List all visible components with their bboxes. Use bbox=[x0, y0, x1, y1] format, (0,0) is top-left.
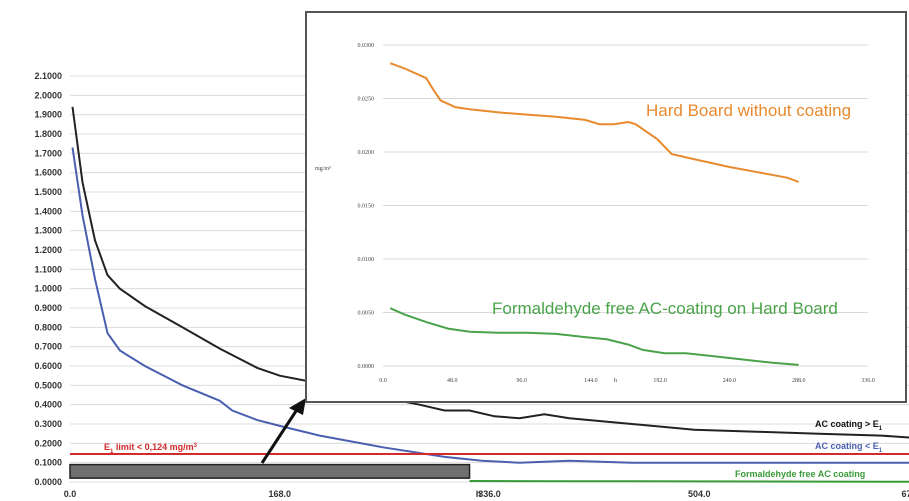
inset-gridlines bbox=[383, 44, 868, 367]
main-y-tick: 1.2000 bbox=[34, 245, 62, 255]
main-y-tick: 1.3000 bbox=[34, 226, 62, 236]
main-y-tick: 0.2000 bbox=[34, 438, 62, 448]
inset-x-tick: 0.0 bbox=[379, 378, 387, 384]
main-y-tick: 1.8000 bbox=[34, 129, 62, 139]
main-y-tick: 2.0000 bbox=[34, 90, 62, 100]
inset-x-tick: 192.0 bbox=[653, 378, 667, 384]
inset-x-tick: 336.0 bbox=[861, 378, 875, 384]
inset-x-tick: 144.0 bbox=[584, 378, 598, 384]
inset-series-label-orange: Hard Board without coating bbox=[646, 101, 851, 120]
main-series-lines bbox=[71, 106, 909, 483]
main-y-tick: 0.1000 bbox=[34, 458, 62, 468]
series-label-green: Formaldehyde free AC coating bbox=[735, 469, 865, 479]
main-y-tick-labels: 0.0000 0.1000 0.2000 0.3000 0.4000 0.5000 0.60… bbox=[34, 71, 62, 487]
inset-y-tick: 0.0050 bbox=[358, 311, 375, 317]
inset-y-axis-label: mg/m³ bbox=[315, 166, 331, 172]
inset-series-line-0 bbox=[389, 62, 800, 183]
main-y-tick: 0.6000 bbox=[34, 361, 62, 371]
inset-frame bbox=[305, 11, 907, 403]
main-y-tick: 1.7000 bbox=[34, 148, 62, 158]
main-x-tick: 0.0 bbox=[64, 489, 77, 499]
inset-series-lines bbox=[389, 62, 800, 366]
inset-y-tick-labels: 0.0000 0.0050 0.0100 0.0150 0.0200 0.0250 0.03… bbox=[358, 43, 375, 370]
inset-x-tick: 96.0 bbox=[516, 378, 527, 384]
inset-y-tick: 0.0000 bbox=[358, 364, 375, 370]
series-label-black: AC coating > E1 bbox=[815, 419, 883, 432]
inset-x-tick: 240.0 bbox=[723, 378, 737, 384]
main-x-tick-labels: 0.0 168.0 336.0 504.0 672 bbox=[64, 489, 909, 499]
main-series-line-2 bbox=[469, 480, 909, 483]
inset-y-tick: 0.0150 bbox=[358, 204, 375, 210]
main-y-tick: 1.1000 bbox=[34, 264, 62, 274]
main-y-tick: 0.9000 bbox=[34, 303, 62, 313]
main-y-tick: 0.8000 bbox=[34, 322, 62, 332]
inset-x-tick: 288.0 bbox=[792, 378, 806, 384]
series-label-blue: AC coating < E1 bbox=[815, 441, 883, 454]
inset-x-tick-labels: 0.0 48.0 96.0 144.0 192.0 240.0 288.0 336.0 bbox=[379, 378, 875, 384]
main-y-tick: 2.1000 bbox=[34, 71, 62, 81]
inset-y-tick: 0.0200 bbox=[358, 150, 375, 156]
main-x-tick: 504.0 bbox=[688, 489, 711, 499]
main-y-tick: 1.5000 bbox=[34, 187, 62, 197]
inset-series-line-1 bbox=[389, 307, 799, 366]
main-y-tick: 0.3000 bbox=[34, 419, 62, 429]
e1-limit-label: E1 limit < 0,124 mg/m3 bbox=[104, 442, 198, 455]
main-y-tick: 0.4000 bbox=[34, 400, 62, 410]
inset-series-label-green: Formaldehyde free AC-coating on Hard Boa… bbox=[492, 299, 838, 318]
main-x-tick: 168.0 bbox=[268, 489, 291, 499]
inset-y-tick: 0.0300 bbox=[358, 43, 375, 49]
main-y-tick: 0.0000 bbox=[34, 477, 62, 487]
main-series-line-1 bbox=[71, 147, 909, 464]
main-y-tick: 1.4000 bbox=[34, 206, 62, 216]
main-y-tick: 1.0000 bbox=[34, 284, 62, 294]
zoom-arrow-head bbox=[289, 398, 306, 415]
main-series-line-0 bbox=[71, 106, 909, 439]
inset-x-axis-label: h bbox=[614, 378, 617, 384]
main-x-tick: 672 bbox=[901, 489, 909, 499]
main-y-tick: 1.9000 bbox=[34, 110, 62, 120]
zoom-arrow-line bbox=[260, 407, 300, 464]
highlight-bar bbox=[69, 463, 471, 479]
main-y-tick: 0.7000 bbox=[34, 342, 62, 352]
inset-x-tick: 48.0 bbox=[447, 378, 458, 384]
inset-y-tick: 0.0100 bbox=[358, 257, 375, 263]
inset-y-tick: 0.0250 bbox=[358, 97, 375, 103]
main-x-tick: 336.0 bbox=[478, 489, 501, 499]
main-y-tick: 0.5000 bbox=[34, 380, 62, 390]
main-x-axis-label: h bbox=[476, 489, 482, 499]
main-y-tick: 1.6000 bbox=[34, 168, 62, 178]
